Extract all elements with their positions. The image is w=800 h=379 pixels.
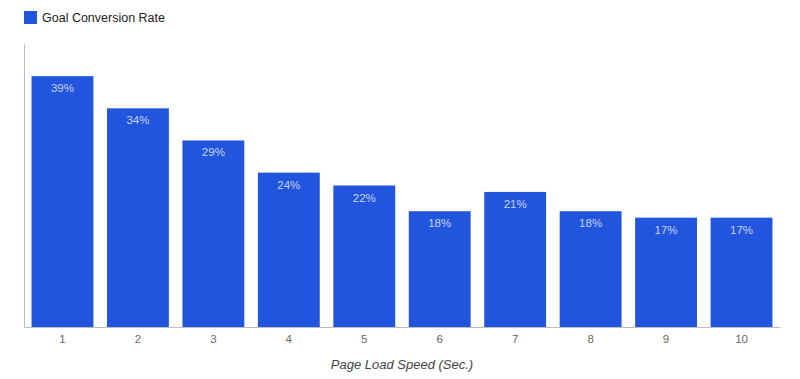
x-tick: 7 [512,333,518,345]
x-tick: 3 [210,333,216,345]
bar [107,108,169,327]
y-axis [24,45,25,328]
x-tick: 9 [663,333,669,345]
x-tick: 4 [286,333,293,345]
bar [484,192,546,327]
data-labels: 39% 34% 29% 24% 22% 18% 21% 18% 17% 17% [51,82,753,236]
x-tick-label: 6 [437,333,443,345]
data-label: 17% [730,224,753,236]
chart-container: 39%34%29%24%22%18%21%18%17%17%1234567891… [0,0,800,379]
x-tick-label: 10 [735,333,748,345]
y-axis-line [24,45,25,328]
bar [258,173,320,327]
legend-swatch [24,11,37,24]
bar [409,211,471,327]
bar [333,186,395,328]
data-label: 39% [51,82,74,94]
bar [560,211,622,327]
x-tick: 6 [437,333,443,345]
data-label: 18% [428,217,451,229]
bar [711,218,773,327]
x-axis: 1 2 3 4 5 6 7 8 9 10 [25,328,781,346]
data-label: 29% [202,146,225,158]
legend-label: Goal Conversion Rate [42,11,165,25]
x-axis-line [25,327,781,328]
bar [32,76,94,327]
x-tick-label: 4 [286,333,293,345]
legend: Goal Conversion Rate [24,11,165,25]
plot-area: 39%34%29%24%22%18%21%18%17%17%1234567891… [25,45,781,346]
x-tick-label: 9 [663,333,669,345]
x-tick-label: 8 [587,333,593,345]
x-tick: 8 [587,333,593,345]
x-tick-label: 5 [361,333,367,345]
data-label: 18% [579,217,602,229]
data-label: 24% [277,179,300,191]
x-tick-label: 3 [210,333,216,345]
data-label: 17% [655,224,678,236]
x-axis-title: Page Load Speed (Sec.) [331,357,473,372]
x-tick-label: 1 [59,333,65,345]
bars [32,76,773,327]
x-tick: 10 [735,333,748,345]
bar [182,140,244,327]
data-label: 22% [353,192,376,204]
chart-svg: 39%34%29%24%22%18%21%18%17%17%1234567891… [0,0,800,379]
data-label: 34% [126,114,149,126]
x-tick-label: 7 [512,333,518,345]
x-tick: 1 [59,333,65,345]
bar [635,218,697,327]
x-tick: 5 [361,333,367,345]
data-label: 21% [504,198,527,210]
x-tick-label: 2 [135,333,141,345]
x-tick: 2 [135,333,141,345]
